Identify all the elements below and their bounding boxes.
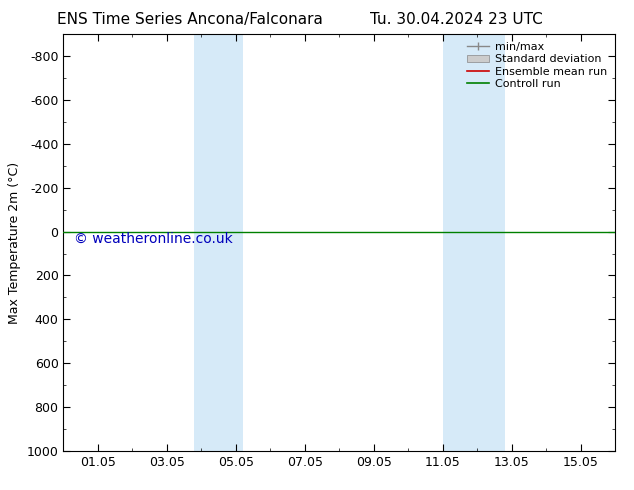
- Bar: [443, 34, 505, 451]
- Y-axis label: Max Temperature 2m (°C): Max Temperature 2m (°C): [8, 162, 21, 323]
- Text: ENS Time Series Ancona/Falconara: ENS Time Series Ancona/Falconara: [57, 12, 323, 27]
- Legend: min/max, Standard deviation, Ensemble mean run, Controll run: min/max, Standard deviation, Ensemble me…: [465, 40, 609, 91]
- Text: Tu. 30.04.2024 23 UTC: Tu. 30.04.2024 23 UTC: [370, 12, 543, 27]
- Bar: [195, 34, 243, 451]
- Text: © weatheronline.co.uk: © weatheronline.co.uk: [74, 231, 233, 245]
